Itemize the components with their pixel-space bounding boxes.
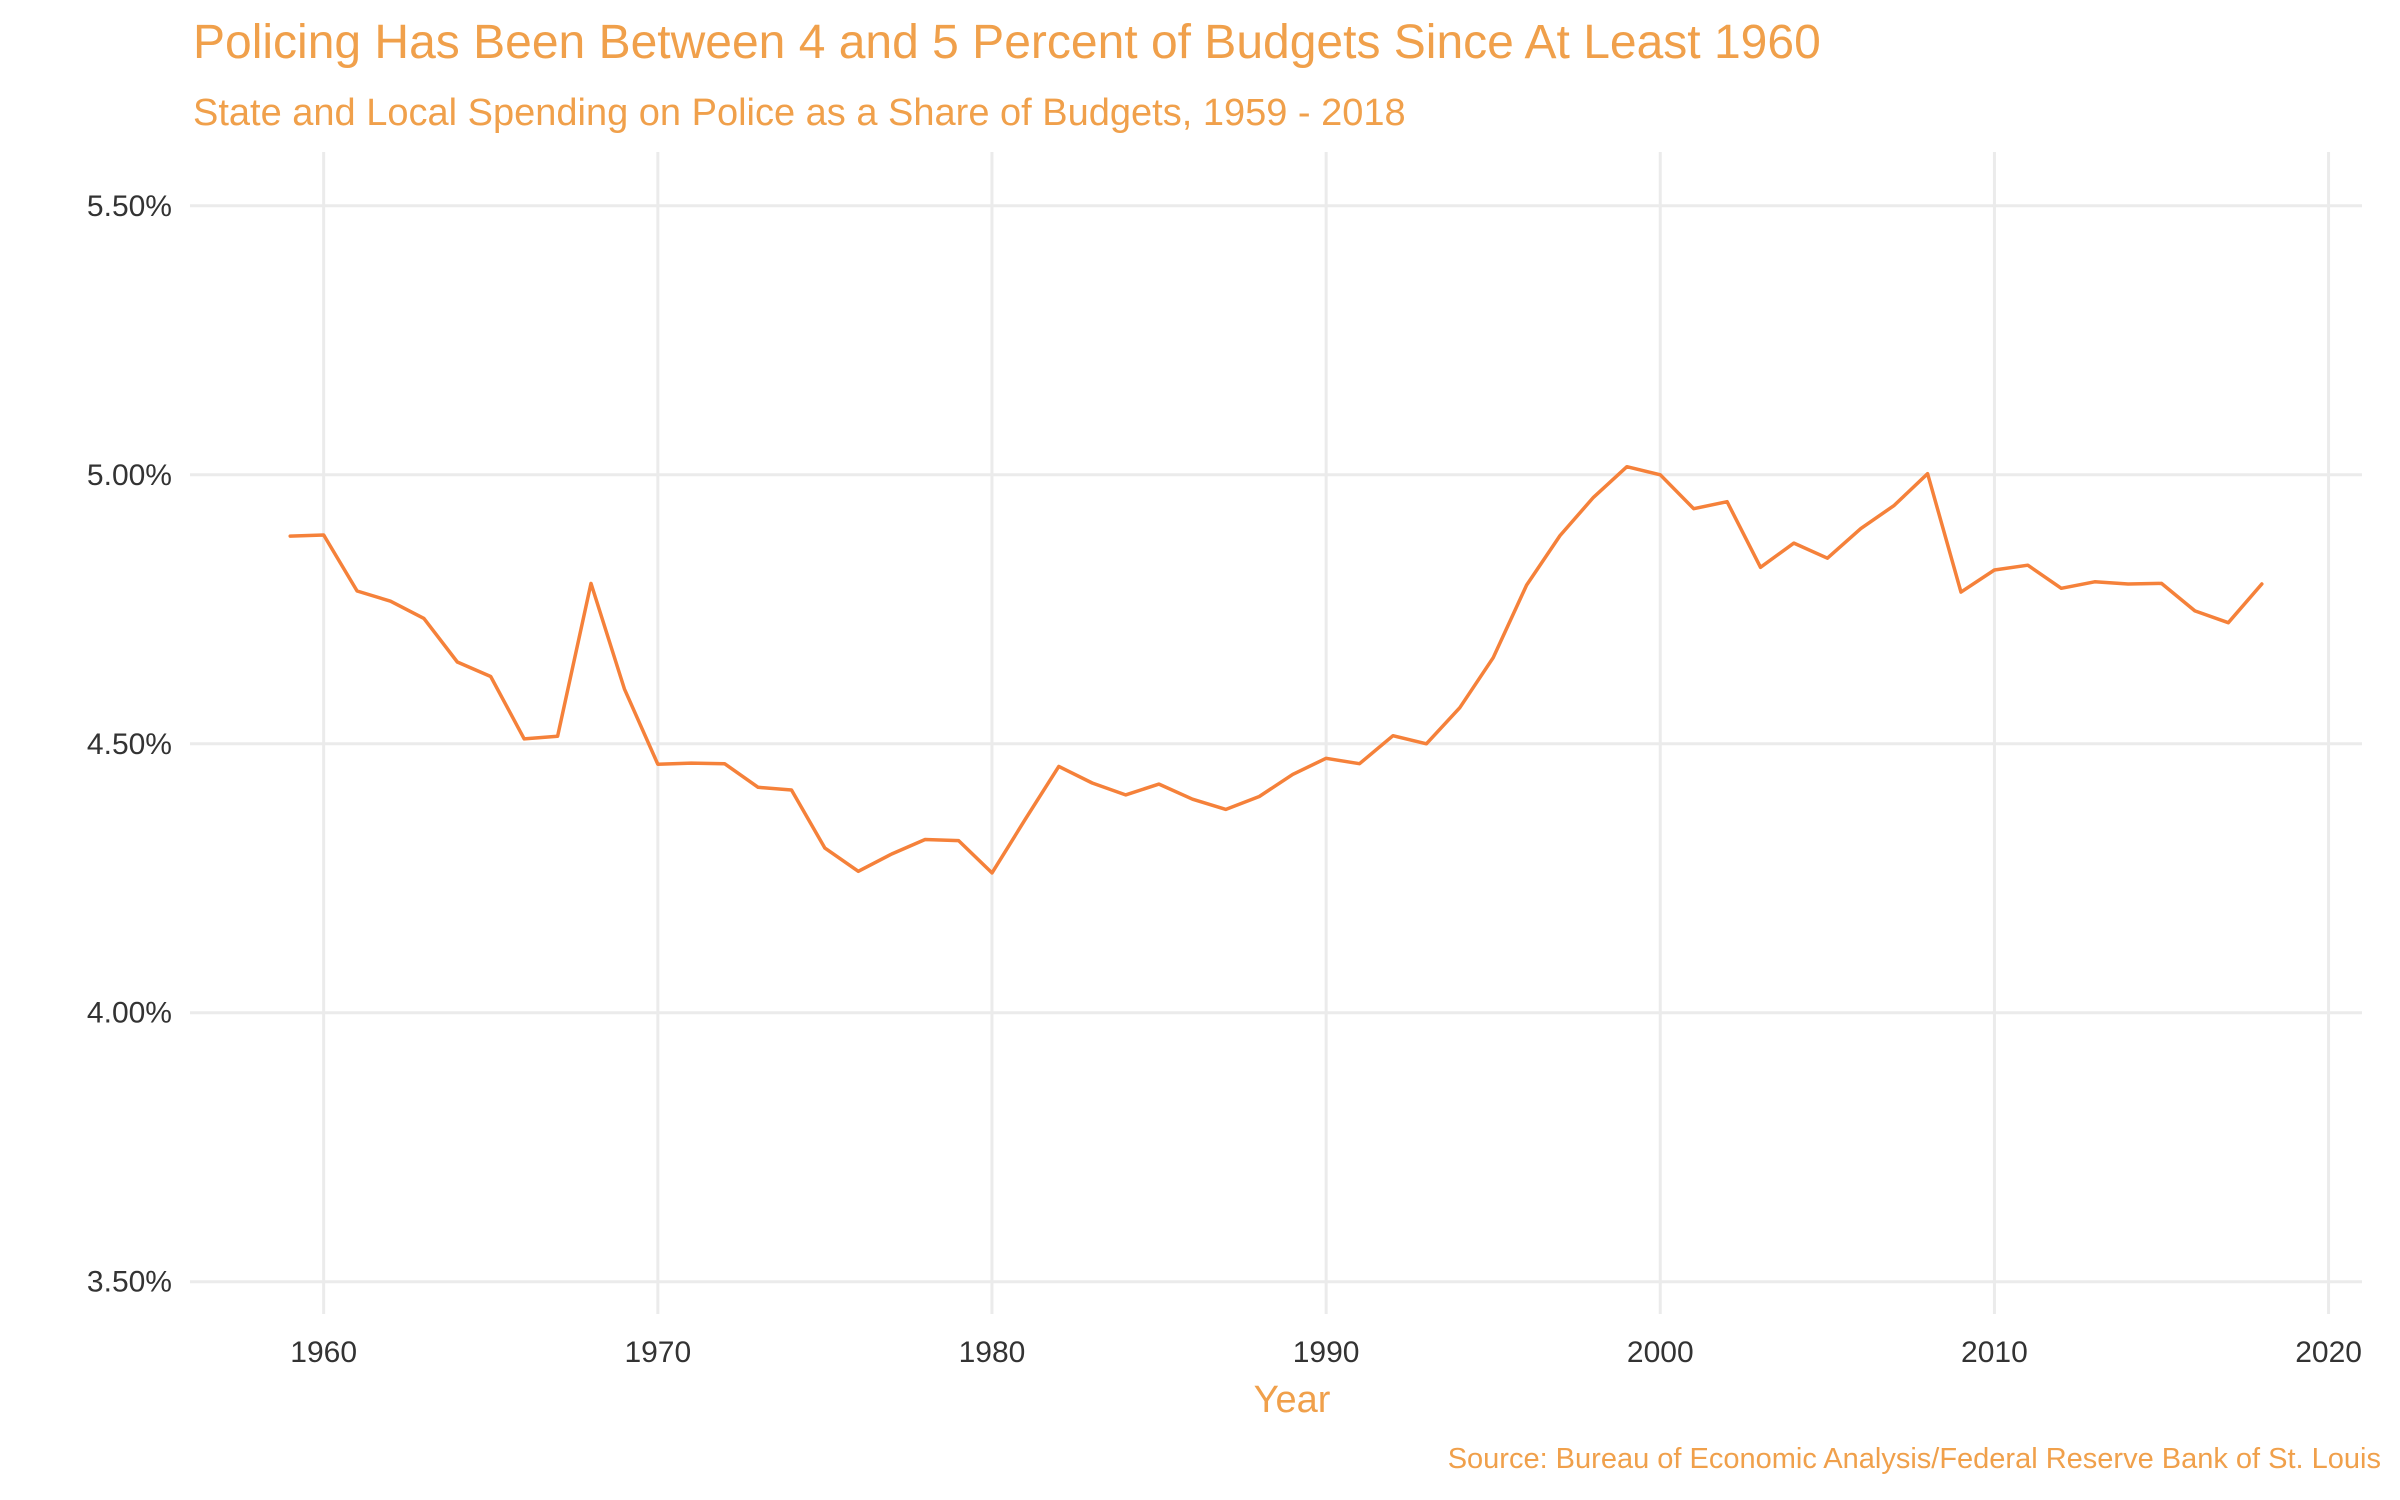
y-axis-tick-labels: 3.50% 4.00% 4.50% 5.00% 5.50% — [87, 190, 172, 1299]
x-tick-label: 2020 — [2295, 1336, 2362, 1369]
y-tick-label: 4.50% — [87, 728, 172, 761]
chart-title: Policing Has Been Between 4 and 5 Percen… — [193, 16, 1821, 69]
x-tick-label: 1970 — [624, 1336, 691, 1369]
x-tick-label: 1980 — [959, 1336, 1026, 1369]
x-axis-label: Year — [1254, 1379, 1331, 1421]
y-tick-label: 5.50% — [87, 190, 172, 223]
y-tick-label: 4.00% — [87, 997, 172, 1030]
y-tick-label: 3.50% — [87, 1266, 172, 1299]
x-gridlines — [322, 152, 2331, 1314]
x-tick-label: 1960 — [290, 1336, 357, 1369]
series-line-police-share — [288, 464, 2264, 875]
y-tick-label: 5.00% — [87, 459, 172, 492]
y-gridlines — [190, 204, 2362, 1284]
x-tick-label: 2000 — [1627, 1336, 1694, 1369]
chart-subtitle: State and Local Spending on Police as a … — [193, 92, 1406, 134]
x-axis-tick-labels: 1960 1970 1980 1990 2000 2010 2020 — [290, 1336, 2362, 1369]
x-tick-label: 1990 — [1293, 1336, 1360, 1369]
source-caption: Source: Bureau of Economic Analysis/Fede… — [1448, 1443, 2381, 1475]
x-tick-label: 2010 — [1961, 1336, 2028, 1369]
